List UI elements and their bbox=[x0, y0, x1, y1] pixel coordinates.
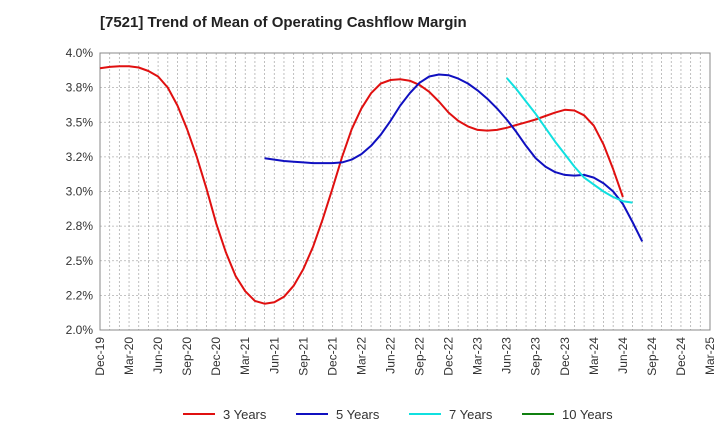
x-tick-label: Jun-23 bbox=[500, 337, 514, 374]
x-tick-label: Dec-23 bbox=[558, 337, 572, 376]
series-line-5-years bbox=[264, 73, 644, 242]
x-tick-label: Dec-19 bbox=[93, 337, 107, 376]
x-tick-label: Sep-22 bbox=[413, 337, 427, 376]
series-line-3-years bbox=[99, 65, 624, 305]
grid bbox=[100, 53, 710, 330]
legend: 3 Years 5 Years 7 Years 10 Years bbox=[183, 407, 613, 422]
x-tick-label: Jun-21 bbox=[267, 337, 281, 374]
series-lines bbox=[99, 65, 644, 305]
x-tick-label: Jun-24 bbox=[616, 337, 630, 374]
y-tick-label: 2.2% bbox=[66, 288, 94, 302]
y-tick-label: 3.0% bbox=[66, 185, 94, 199]
x-tick-label: Dec-24 bbox=[674, 337, 688, 376]
x-tick-label: Mar-23 bbox=[471, 337, 485, 375]
plot-frame bbox=[99, 52, 711, 331]
y-tick-label: 2.8% bbox=[66, 219, 94, 233]
x-tick-label: Mar-20 bbox=[122, 337, 136, 375]
y-tick-label: 2.0% bbox=[66, 323, 94, 337]
x-tick-label: Jun-22 bbox=[383, 337, 397, 374]
legend-label: 5 Years bbox=[336, 407, 380, 422]
x-tick-label: Mar-22 bbox=[354, 337, 368, 375]
y-tick-label: 2.5% bbox=[66, 254, 94, 268]
y-tick-label: 3.8% bbox=[66, 81, 94, 95]
x-axis-ticks: Dec-19 Mar-20 Jun-20 Sep-20 Dec-20 Mar-21 Jun-… bbox=[93, 337, 717, 376]
x-tick-label: Dec-20 bbox=[209, 337, 223, 376]
y-tick-label: 4.0% bbox=[66, 46, 94, 60]
x-tick-label: Mar-25 bbox=[703, 337, 717, 375]
legend-label: 3 Years bbox=[223, 407, 267, 422]
x-tick-label: Jun-20 bbox=[151, 337, 165, 374]
y-tick-label: 3.5% bbox=[66, 115, 94, 129]
x-tick-label: Sep-21 bbox=[296, 337, 310, 376]
series-line-7-years bbox=[505, 77, 633, 204]
x-tick-label: Dec-21 bbox=[325, 337, 339, 376]
legend-label: 7 Years bbox=[449, 407, 493, 422]
y-tick-label: 3.2% bbox=[66, 150, 94, 164]
x-tick-label: Sep-23 bbox=[529, 337, 543, 376]
x-tick-label: Sep-24 bbox=[645, 337, 659, 376]
x-tick-label: Dec-22 bbox=[442, 337, 456, 376]
chart-title: [7521] Trend of Mean of Operating Cashfl… bbox=[100, 14, 467, 31]
x-tick-label: Sep-20 bbox=[180, 337, 194, 376]
x-tick-label: Mar-21 bbox=[238, 337, 252, 375]
y-axis-ticks: 2.0% 2.2% 2.5% 2.8% 3.0% 3.2% 3.5% 3.8% 4.0% bbox=[66, 46, 94, 337]
legend-label: 10 Years bbox=[562, 407, 613, 422]
x-tick-label: Mar-24 bbox=[587, 337, 601, 375]
